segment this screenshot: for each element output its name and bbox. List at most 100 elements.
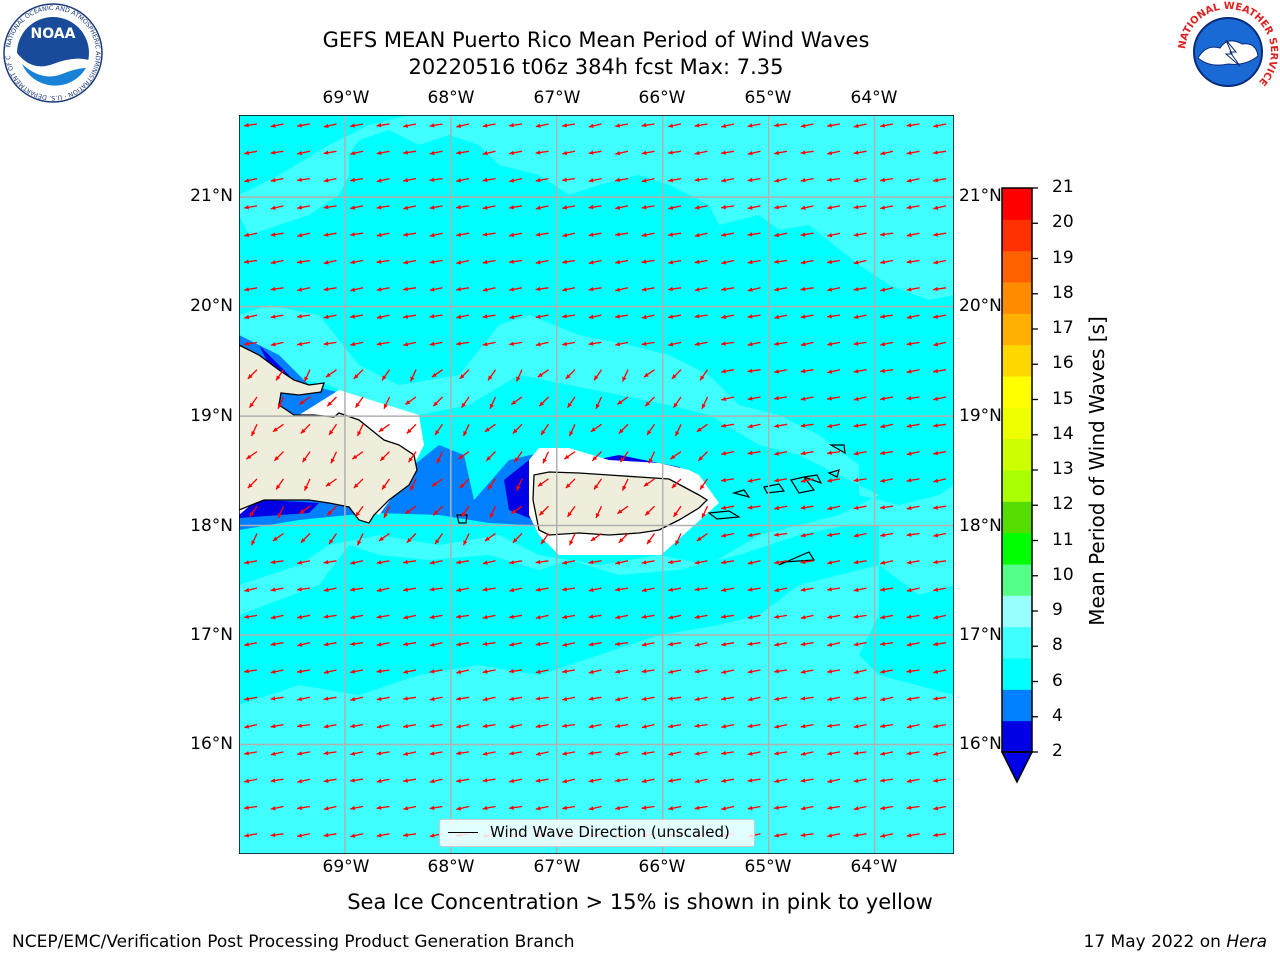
wave-direction-arrowhead [721, 178, 727, 183]
wave-direction-arrowhead [853, 477, 859, 483]
wave-direction-arrowhead [535, 669, 541, 674]
wave-direction-arrowhead [512, 428, 518, 434]
noaa-logo-icon: NOAA NATIONAL OCEANIC AND ATMOSPHERIC AD… [2, 2, 103, 103]
wave-direction-arrowhead [327, 401, 333, 407]
wave-direction-arrowhead [244, 805, 249, 810]
wave-direction-arrowhead [668, 232, 673, 237]
wave-direction-arrowhead [615, 778, 620, 783]
wave-direction-arrowhead [721, 750, 726, 756]
wave-direction-arrowhead [694, 669, 700, 674]
colorbar [1000, 187, 1038, 784]
wave-direction-arrowhead [376, 778, 382, 784]
wave-direction-arrowhead [906, 123, 912, 128]
wave-direction-arrowhead [880, 232, 885, 237]
colorbar-cell [1002, 470, 1032, 502]
wave-direction-arrowhead [747, 123, 753, 128]
wave-direction-arrowhead [562, 587, 567, 592]
wave-direction-arrowhead [588, 806, 594, 811]
wave-direction-arrowhead [297, 560, 303, 565]
wave-direction-arrowhead [456, 642, 462, 647]
wave-direction-arrowhead [668, 778, 673, 783]
wave-direction-arrowhead [588, 123, 594, 129]
lon-label-bottom: 69°W [322, 857, 370, 877]
wave-direction-arrowhead [641, 560, 647, 565]
wave-direction-arrowhead [456, 587, 462, 592]
wave-direction-arrowhead [588, 560, 594, 565]
wave-direction-arrowhead [774, 669, 779, 674]
wave-direction-arrowhead [933, 587, 939, 592]
wave-direction-arrowhead [615, 259, 621, 265]
wave-direction-arrowhead [880, 505, 885, 510]
wave-direction-arrowhead [800, 177, 806, 183]
wave-direction-arrowhead [270, 615, 276, 620]
wave-direction-arrowhead [350, 697, 356, 702]
wave-direction-arrowhead [244, 232, 250, 238]
wave-direction-arrowhead [880, 205, 886, 210]
wave-direction-arrowhead [542, 458, 547, 464]
wave-direction-arrowhead [853, 724, 859, 729]
wave-direction-arrowhead [800, 205, 806, 210]
wave-direction-arrowhead [827, 642, 833, 647]
wave-direction-arrowhead [590, 536, 596, 541]
wave-direction-arrowhead [774, 259, 779, 264]
wave-direction-arrowhead [615, 560, 621, 565]
wave-direction-arrowhead [429, 669, 435, 674]
wave-direction-arrowhead [827, 177, 832, 182]
wave-direction-arrowhead [641, 205, 647, 210]
wave-direction-arrowhead [350, 259, 356, 265]
wave-direction-arrowhead [270, 286, 276, 292]
wave-direction-arrowhead [827, 669, 832, 674]
wave-direction-arrowhead [668, 723, 674, 729]
wave-direction-arrowhead [617, 509, 623, 514]
wave-direction-arrowhead [297, 778, 303, 784]
wave-direction-arrowhead [403, 123, 409, 128]
wave-direction-arrowhead [456, 232, 462, 237]
wave-direction-arrowhead [827, 423, 833, 429]
wave-direction-arrowhead [906, 396, 912, 401]
wave-direction-arrowhead [853, 396, 859, 402]
wave-direction-arrowhead [535, 260, 541, 265]
wave-direction-arrowhead [588, 724, 594, 729]
wave-direction-arrowhead [244, 314, 250, 320]
wave-direction-arrowhead [800, 723, 806, 729]
wave-direction-arrowhead [668, 260, 674, 265]
wave-direction-arrowhead [350, 641, 355, 647]
wave-direction-arrowhead [509, 287, 515, 292]
wave-direction-arrowhead [405, 509, 411, 514]
wave-direction-arrowhead [880, 478, 886, 483]
wave-direction-arrowhead [641, 587, 647, 593]
wave-direction-arrowhead [509, 724, 515, 729]
wave-direction-arrowhead [880, 805, 886, 811]
colorbar-cell [1002, 532, 1032, 565]
wave-direction-arrowhead [694, 805, 700, 811]
wave-direction-arrowhead [270, 232, 276, 237]
wave-direction-arrowhead [482, 723, 488, 729]
wave-direction-arrowhead [933, 450, 939, 456]
colorbar-tick-label: 14 [1052, 423, 1074, 444]
wave-direction-arrowhead [456, 178, 462, 183]
wave-direction-arrowhead [567, 402, 572, 408]
wave-direction-arrowhead [721, 396, 727, 402]
wave-direction-arrowhead [800, 615, 806, 620]
wave-direction-arrowhead [853, 123, 859, 129]
wave-direction-arrowhead [562, 669, 567, 674]
wave-direction-arrowhead [827, 560, 833, 565]
wave-direction-arrowhead [403, 342, 409, 347]
wave-direction-arrowhead [270, 587, 276, 592]
wave-direction-arrowhead [906, 150, 912, 155]
colorbar-cell [1002, 344, 1032, 377]
wave-direction-arrowhead [246, 454, 252, 460]
wave-direction-arrowhead [403, 314, 409, 319]
wave-direction-arrowhead [906, 423, 912, 428]
wave-direction-arrowhead [535, 778, 541, 783]
wave-direction-arrowhead [482, 587, 488, 592]
wave-direction-arrowhead [853, 314, 859, 319]
wave-direction-arrowhead [800, 260, 806, 265]
wave-direction-arrowhead [853, 232, 859, 237]
wave-direction-arrowhead [458, 454, 464, 460]
wave-direction-arrowhead [588, 778, 594, 783]
wave-direction-arrowhead [323, 150, 329, 155]
wave-direction-arrowhead [323, 669, 329, 675]
wave-direction-arrowhead [906, 560, 912, 565]
wave-direction-arrowhead [853, 587, 859, 592]
